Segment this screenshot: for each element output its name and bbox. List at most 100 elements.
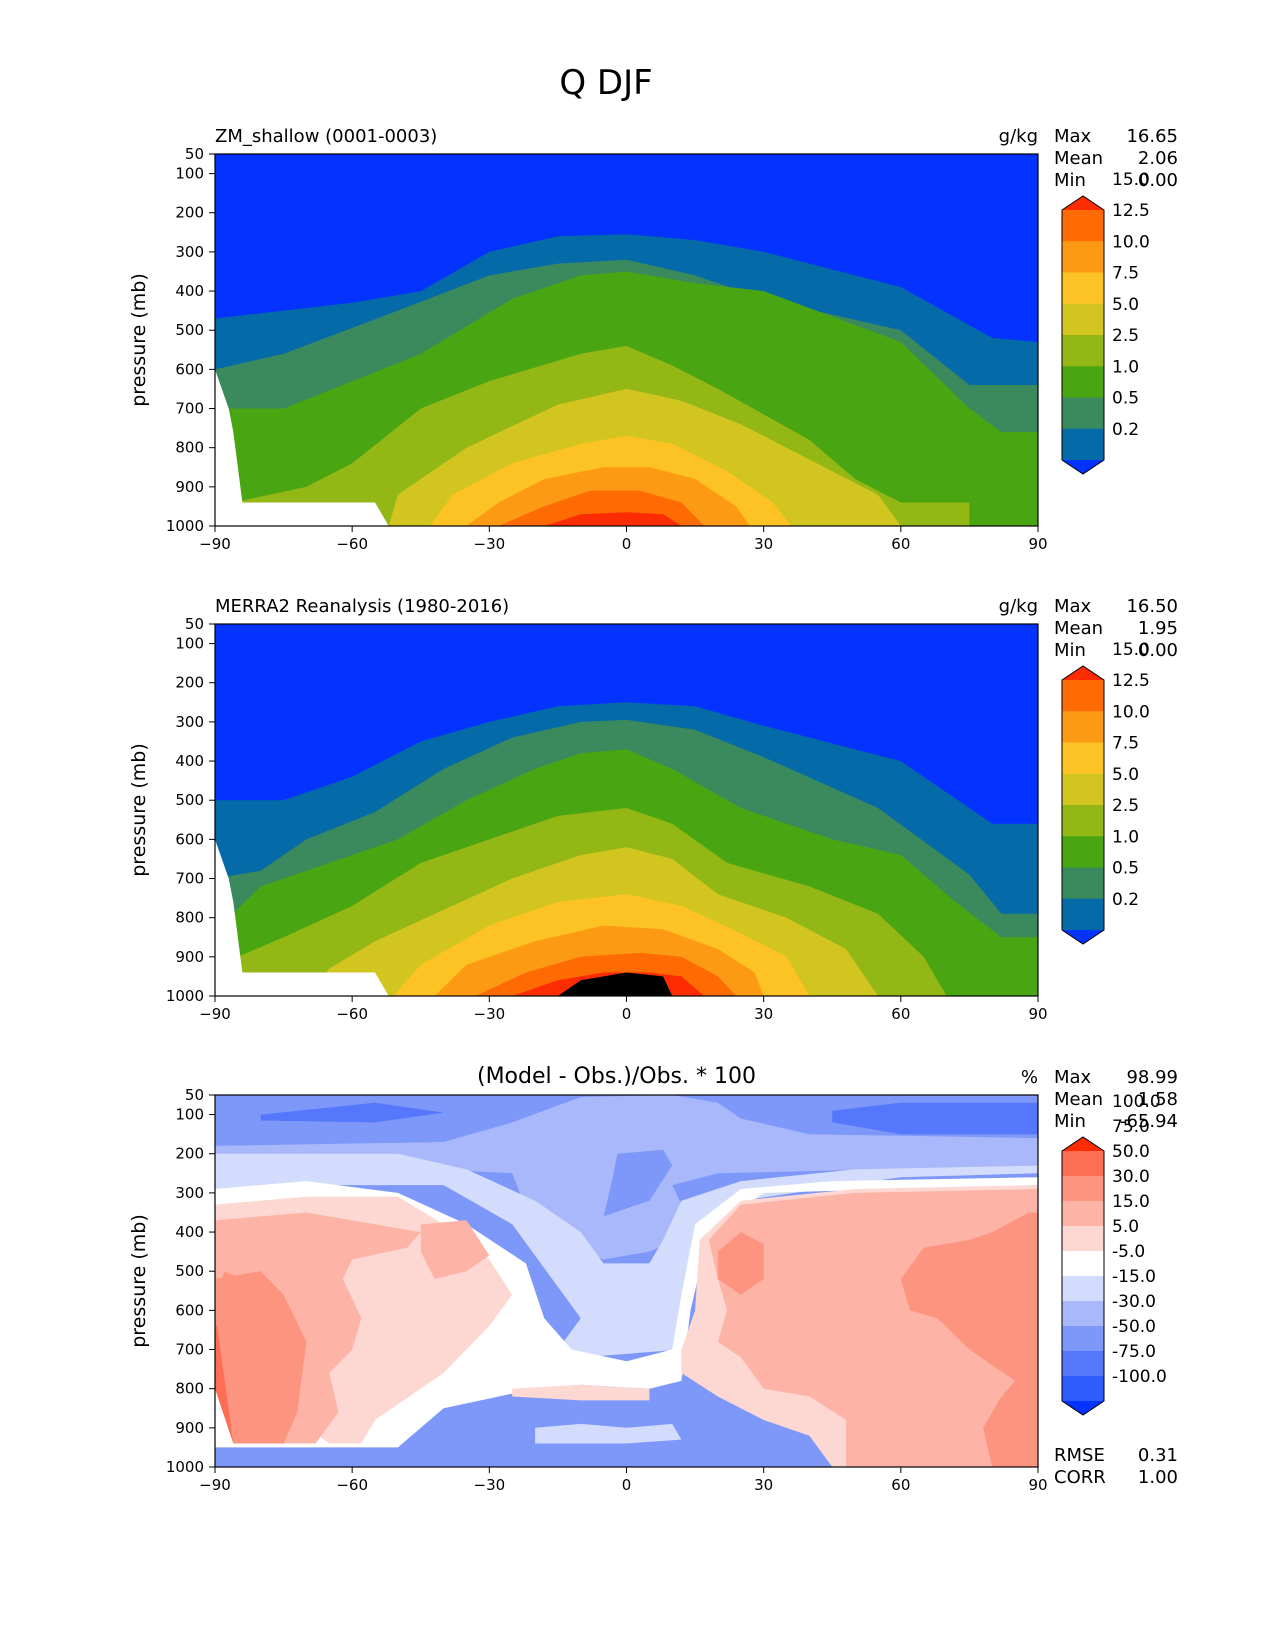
- terrain-mask: [215, 839, 389, 996]
- colorbar-swatch: [1062, 366, 1104, 398]
- panel-title-center: (Model - Obs.)/Obs. * 100: [477, 1064, 756, 1089]
- colorbar-label: 0.2: [1112, 420, 1139, 440]
- figure-title: Q DJF: [559, 63, 652, 103]
- diff-region: [260, 1102, 444, 1123]
- x-tick-label: −30: [474, 1476, 506, 1494]
- colorbar-swatch: [1062, 1301, 1104, 1327]
- colorbar-max-extend: [1062, 196, 1104, 210]
- x-tick-label: −30: [474, 1005, 506, 1023]
- colorbar-swatch: [1062, 303, 1104, 336]
- colorbar-swatch: [1062, 335, 1104, 367]
- stat-label: Max: [1054, 126, 1092, 147]
- colorbar-label: 2.5: [1112, 796, 1139, 816]
- colorbar-label: 10.0: [1112, 702, 1150, 722]
- y-tick-label: 200: [175, 674, 204, 692]
- stat-label: CORR: [1054, 1467, 1106, 1488]
- colorbar-swatch: [1062, 805, 1104, 837]
- colorbar-swatch: [1062, 1351, 1104, 1377]
- stat-value: 0.00: [1138, 170, 1178, 191]
- colorbar-label: 0.2: [1112, 890, 1139, 910]
- diff-region: [512, 1384, 650, 1401]
- y-tick-label: 1000: [166, 1458, 204, 1476]
- colorbar-swatch: [1062, 1201, 1104, 1227]
- colorbar-min-extend: [1062, 930, 1104, 944]
- colorbar-label: 7.5: [1112, 734, 1139, 754]
- y-tick-label: 700: [175, 400, 204, 418]
- colorbar-label: 30.0: [1112, 1167, 1150, 1187]
- diff-region: [535, 1423, 682, 1444]
- colorbar-label: -15.0: [1112, 1267, 1156, 1287]
- y-tick-label: 1000: [166, 987, 204, 1005]
- y-tick-label: 800: [175, 1380, 204, 1398]
- panel-model: −90 −60 −30 0 30 60 90 50 100 200 300 400 500 600 700 8…: [128, 126, 1178, 553]
- colorbar-label: 0.5: [1112, 389, 1139, 409]
- colorbar-swatch: [1062, 742, 1104, 775]
- diff-region: [215, 1271, 270, 1444]
- colorbar-swatch: [1062, 1151, 1104, 1177]
- plot-area: [215, 154, 1038, 526]
- colorbar-label: 15.0: [1112, 170, 1150, 190]
- stat-label: Mean: [1054, 148, 1103, 169]
- plot-area: [215, 1095, 1038, 1467]
- colorbar-swatch: [1062, 711, 1104, 743]
- diff-region: [603, 1149, 673, 1217]
- y-tick-label: 600: [175, 1301, 204, 1319]
- colorbar-label: 2.5: [1112, 326, 1139, 346]
- stat-value: 16.65: [1126, 126, 1178, 147]
- y-tick-label: 800: [175, 909, 204, 927]
- panel-diff: −90 −60 −30 0 30 60 90 50 100 200 300 400 500 600 700 8…: [128, 1064, 1178, 1494]
- y-tick-label: 900: [175, 1419, 204, 1437]
- y-axis-label: pressure (mb): [128, 273, 150, 407]
- contour-band: [544, 512, 682, 526]
- stat-value: 0.31: [1138, 1445, 1178, 1466]
- panel-units: g/kg: [999, 596, 1038, 617]
- y-tick-label: 800: [175, 439, 204, 457]
- colorbar-label: 7.5: [1112, 264, 1139, 284]
- x-tick-label: 90: [1028, 535, 1047, 553]
- x-tick-label: −90: [199, 1005, 231, 1023]
- y-tick-label: 50: [185, 615, 204, 633]
- colorbar-swatch: [1062, 773, 1104, 806]
- x-tick-label: −90: [199, 535, 231, 553]
- colorbar-label: 12.5: [1112, 201, 1150, 221]
- colorbar-label: -30.0: [1112, 1292, 1156, 1312]
- x-tick-label: −30: [474, 535, 506, 553]
- colorbar-label: 75.0: [1112, 1117, 1150, 1137]
- colorbar-label: 12.5: [1112, 671, 1150, 691]
- colorbar-label: 100.0: [1112, 1092, 1161, 1112]
- colorbar-swatch: [1062, 397, 1104, 430]
- colorbar-outline: [1061, 665, 1105, 945]
- stat-label: Min: [1054, 170, 1086, 191]
- colorbar-swatch: [1062, 1176, 1104, 1202]
- colorbar-swatch: [1062, 1276, 1104, 1302]
- diff-region: [215, 1153, 1038, 1358]
- plot-area: [215, 624, 1038, 996]
- stat-value: 2.06: [1138, 148, 1178, 169]
- colorbar-swatch: [1062, 272, 1104, 305]
- diff-region: [832, 1102, 1038, 1135]
- colorbar-swatch: [1062, 1226, 1104, 1252]
- y-tick-label: 600: [175, 830, 204, 848]
- stat-label: RMSE: [1054, 1445, 1105, 1466]
- colorbar-label: 5.0: [1112, 295, 1139, 315]
- colorbar-swatch: [1062, 1376, 1104, 1402]
- colorbar-swatch: [1062, 1251, 1104, 1277]
- y-tick-label: 100: [175, 165, 204, 183]
- y-tick-label: 100: [175, 635, 204, 653]
- stat-value: 1.00: [1138, 1467, 1178, 1488]
- y-axis-label: pressure (mb): [128, 743, 150, 877]
- y-tick-label: 300: [175, 1184, 204, 1202]
- colorbar: -100.0 -75.0 -50.0 -30.0 -15.0 -5.0 5.0 15.0 30.…: [1061, 1092, 1167, 1416]
- colorbar-min-extend: [1062, 460, 1104, 474]
- colorbar-label: 5.0: [1112, 765, 1139, 785]
- stat-value: 1.95: [1138, 618, 1178, 639]
- y-tick-label: 1000: [166, 517, 204, 535]
- y-tick-label: 400: [175, 752, 204, 770]
- y-tick-label: 500: [175, 321, 204, 339]
- x-tick-label: −90: [199, 1476, 231, 1494]
- colorbar-outline: [1061, 1136, 1105, 1416]
- y-tick-label: 900: [175, 478, 204, 496]
- colorbar-swatch: [1062, 428, 1104, 461]
- x-tick-label: 30: [754, 535, 773, 553]
- y-tick-label: 500: [175, 1262, 204, 1280]
